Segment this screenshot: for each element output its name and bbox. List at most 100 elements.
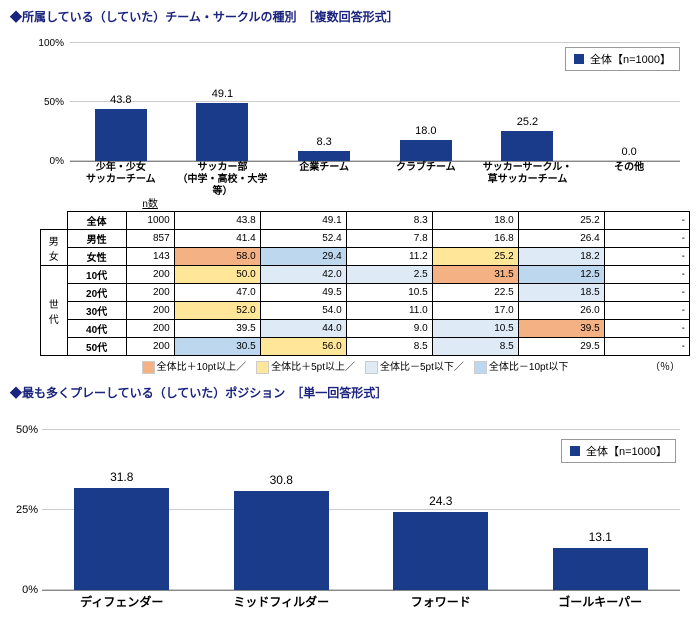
table-cell: 50.0 <box>174 266 260 284</box>
bar-value: 30.8 <box>270 473 293 487</box>
row-label: 40代 <box>67 320 126 338</box>
table-cell: 49.5 <box>260 284 346 302</box>
table-cell: 2.5 <box>346 266 432 284</box>
table-cell: 43.8 <box>174 212 260 230</box>
table-cell: 54.0 <box>260 302 346 320</box>
n-value: 200 <box>126 338 174 356</box>
n-value: 200 <box>126 284 174 302</box>
table-cell: 31.5 <box>432 266 518 284</box>
bar-value: 31.8 <box>110 470 133 484</box>
table-cell: 41.4 <box>174 230 260 248</box>
table-cell: 52.4 <box>260 230 346 248</box>
table-cell: 42.0 <box>260 266 346 284</box>
table-cell: 9.0 <box>346 320 432 338</box>
chart2-title: ◆最も多くプレーしている（していた）ポジション ［単一回答形式］ <box>10 384 690 401</box>
legend-swatch <box>256 361 269 374</box>
chart1: 全体【n=1000】 43.849.18.318.025.20.0 0%50%1… <box>10 29 690 194</box>
table-cell: - <box>604 320 689 338</box>
table-cell: 10.5 <box>432 320 518 338</box>
category-label: 少年・少女サッカーチーム <box>70 162 172 186</box>
n-value: 200 <box>126 266 174 284</box>
y-axis-label: 100% <box>10 38 64 49</box>
row-label: 50代 <box>67 338 126 356</box>
row-label: 10代 <box>67 266 126 284</box>
n-value: 200 <box>126 320 174 338</box>
side-header: 世代 <box>41 266 68 356</box>
table-cell: 30.5 <box>174 338 260 356</box>
category-label: サッカー部（中学・高校・大学等） <box>172 162 274 198</box>
table-cell: 29.4 <box>260 248 346 266</box>
bar-value: 8.3 <box>317 136 332 148</box>
legend-swatch <box>474 361 487 374</box>
category-label: その他 <box>578 162 680 174</box>
table-cell: 52.0 <box>174 302 260 320</box>
y-axis-label: 50% <box>10 424 38 436</box>
table-cell: 10.5 <box>346 284 432 302</box>
chart1-plot: 43.849.18.318.025.20.0 <box>70 44 680 162</box>
bar-value: 0.0 <box>622 146 637 158</box>
row-label: 女性 <box>67 248 126 266</box>
table-cell: - <box>604 212 689 230</box>
table-cell: 25.2 <box>432 248 518 266</box>
table-cell: - <box>604 230 689 248</box>
row-label: 全体 <box>67 212 126 230</box>
bar: 18.0 <box>375 125 477 161</box>
table-cell: 8.5 <box>346 338 432 356</box>
table-legend: 全体比＋10pt以上／全体比＋5pt以上／全体比－5pt以下／全体比－10pt以… <box>50 358 690 374</box>
legend-text: 全体比＋10pt以上／ <box>157 362 246 373</box>
side-header: 男女 <box>41 230 68 266</box>
bar: 0.0 <box>578 146 680 161</box>
legend-text: 全体比－5pt以下／ <box>380 362 464 373</box>
chart1-title: ◆所属している（していた）チーム・サークルの種別 ［複数回答形式］ <box>10 8 690 25</box>
category-label: 企業チーム <box>273 162 375 174</box>
y-axis-label: 0% <box>10 584 38 596</box>
category-label: ゴールキーパー <box>521 593 681 610</box>
chart2-plot: 31.830.824.313.1 <box>42 431 680 591</box>
table-cell: - <box>604 248 689 266</box>
n-header: n数 <box>126 194 174 212</box>
table-cell: 18.5 <box>518 284 604 302</box>
n-value: 143 <box>126 248 174 266</box>
table-cell: 7.8 <box>346 230 432 248</box>
y-axis-label: 25% <box>10 504 38 516</box>
bar: 49.1 <box>172 88 274 161</box>
bar: 31.8 <box>42 470 202 590</box>
category-label: クラブチーム <box>375 162 477 174</box>
legend-swatch <box>365 361 378 374</box>
bar: 43.8 <box>70 94 172 161</box>
table-cell: 8.5 <box>432 338 518 356</box>
row-label: 男性 <box>67 230 126 248</box>
n-value: 200 <box>126 302 174 320</box>
bar-value: 24.3 <box>429 494 452 508</box>
table-cell: 49.1 <box>260 212 346 230</box>
bar: 30.8 <box>202 473 362 590</box>
table-cell: 39.5 <box>174 320 260 338</box>
category-label: フォワード <box>361 593 521 610</box>
table-cell: - <box>604 338 689 356</box>
table-cell: 17.0 <box>432 302 518 320</box>
row-label: 20代 <box>67 284 126 302</box>
category-label: サッカーサークル・草サッカーチーム <box>477 162 579 186</box>
legend-swatch <box>142 361 155 374</box>
y-axis-label: 0% <box>10 156 64 167</box>
table-cell: - <box>604 302 689 320</box>
category-label: ディフェンダー <box>42 593 202 610</box>
chart2: 全体【n=1000】 31.830.824.313.1 0%25%50% ディフ… <box>10 413 690 613</box>
table-cell: - <box>604 284 689 302</box>
table-cell: 47.0 <box>174 284 260 302</box>
bar-value: 18.0 <box>415 125 436 137</box>
n-value: 857 <box>126 230 174 248</box>
category-label: ミッドフィルダー <box>202 593 362 610</box>
table-cell: 26.0 <box>518 302 604 320</box>
bar-value: 43.8 <box>110 94 131 106</box>
table-cell: 16.8 <box>432 230 518 248</box>
table-cell: 25.2 <box>518 212 604 230</box>
legend-text: 全体比－10pt以下 <box>489 362 568 373</box>
pct-note: （％） <box>650 358 680 373</box>
table-cell: - <box>604 266 689 284</box>
table-cell: 22.5 <box>432 284 518 302</box>
bar: 8.3 <box>273 136 375 161</box>
table-cell: 11.2 <box>346 248 432 266</box>
bar: 24.3 <box>361 494 521 590</box>
row-label: 30代 <box>67 302 126 320</box>
